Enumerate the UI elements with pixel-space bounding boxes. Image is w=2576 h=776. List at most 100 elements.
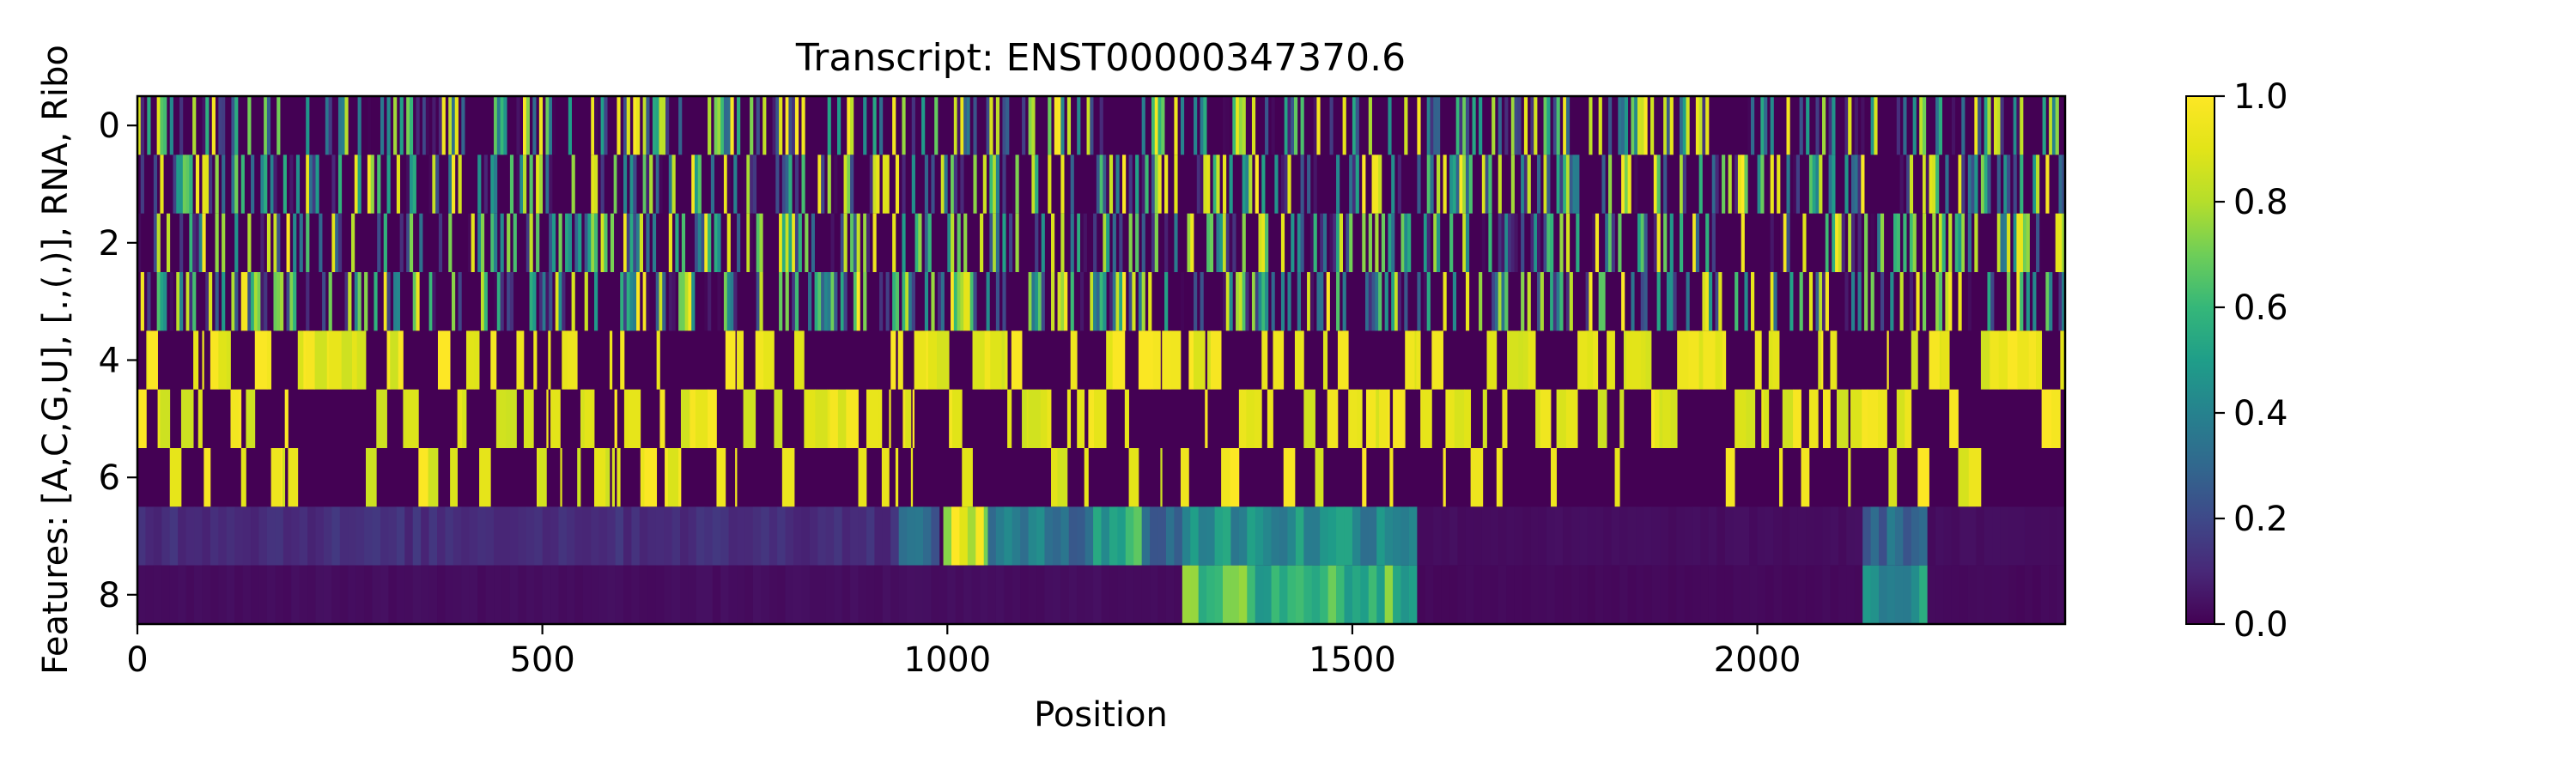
heatmap-cell [1703,330,1716,390]
heatmap-cell [1781,506,1790,566]
heatmap-cell [1238,389,1247,448]
heatmap-cell [501,565,511,624]
heatmap-cell [1313,213,1317,272]
heatmap-cell [591,506,600,566]
heatmap-cell [1880,213,1885,272]
heatmap-cell [1621,96,1625,155]
heatmap-cell [1643,272,1648,331]
heatmap-cell [1789,565,1799,624]
heatmap-cell [1225,96,1230,155]
heatmap-cell [781,448,795,507]
heatmap-cell [448,155,453,214]
heatmap-cell [574,213,579,272]
heatmap-cell [1893,213,1898,272]
heatmap-cell [215,272,219,331]
heatmap-cell [1141,155,1145,214]
heatmap-cell [1388,96,1392,155]
heatmap-cell [1669,96,1674,155]
heatmap-cell [664,565,672,624]
heatmap-cell [477,213,482,272]
heatmap-cell [461,506,471,566]
heatmap-cell [598,506,608,566]
heatmap-cell [1052,506,1061,566]
heatmap-cell [550,565,559,624]
heatmap-cell [1607,213,1613,272]
heatmap-cell [695,389,708,448]
heatmap-cell [137,213,142,272]
heatmap-cell [730,96,734,155]
heatmap-cell [348,506,357,566]
heatmap-cell [518,565,527,624]
heatmap-cell [995,272,1000,331]
heatmap-cell [805,213,809,272]
heatmap-cell [1611,213,1615,272]
heatmap-cell [987,565,997,624]
heatmap-cell [137,96,142,155]
heatmap-cell [1538,565,1547,624]
heatmap-cell [1825,213,1829,272]
heatmap-cell [1938,96,1943,155]
heatmap-cell [1835,213,1839,272]
heatmap-cell [1546,565,1556,624]
heatmap-cell [280,272,284,331]
heatmap-cell [1431,330,1443,390]
heatmap-cell [1138,272,1143,331]
heatmap-cell [453,565,462,624]
heatmap-cell [2057,506,2066,566]
heatmap-cell [2007,272,2011,331]
heatmap-cell [907,506,915,566]
heatmap-cell [441,96,446,155]
heatmap-cell [1005,330,1008,390]
heatmap-cell [1216,213,1220,272]
heatmap-cell [922,565,932,624]
heatmap-cell [610,213,615,272]
heatmap-cell [879,272,884,331]
heatmap-cell [137,506,146,566]
heatmap-cell [293,272,297,331]
heatmap-cell [2020,155,2024,214]
heatmap-cell [1209,213,1214,272]
heatmap-cell [1238,565,1248,624]
heatmap-cell [2041,389,2052,448]
heatmap-cell [1162,330,1172,390]
heatmap-cell [1757,506,1766,566]
heatmap-cell [1394,272,1399,331]
heatmap-cell [1232,213,1236,272]
heatmap-cell [1808,389,1819,448]
heatmap-cell [542,565,551,624]
heatmap-cell [801,155,805,214]
heatmap-cell [477,565,487,624]
colorbar-ticks: 0.00.20.40.60.81.0 [2215,77,2288,645]
y-tick-label: 2 [99,224,120,264]
heatmap-cell [664,506,672,566]
heatmap-cell [1327,565,1337,624]
heatmap-cell [1959,565,1969,624]
heatmap-cell [617,448,621,507]
heatmap-cell [1198,506,1207,566]
heatmap-cell [157,389,161,448]
heatmap-cell [1238,96,1243,155]
heatmap-cell [1958,213,1962,272]
heatmap-cell [1618,96,1622,155]
heatmap-cell [1449,506,1458,566]
heatmap-cell [680,389,690,448]
heatmap-cell [1135,213,1139,272]
heatmap-cell [1935,272,1940,331]
heatmap-cell [1242,213,1246,272]
heatmap-cell [756,96,760,155]
heatmap-cell [507,213,511,272]
heatmap-cell [872,155,877,214]
heatmap-cell [1650,96,1655,155]
heatmap-cell [720,565,729,624]
heatmap-cell [1565,389,1578,448]
heatmap-cell [1656,272,1661,331]
heatmap-cell [1536,272,1541,331]
heatmap-cell [1640,330,1646,390]
heatmap-cell [957,96,961,155]
heatmap-cell [558,565,568,624]
heatmap-cell [892,96,896,155]
heatmap-cell [1426,213,1431,272]
heatmap-cell [723,96,728,155]
heatmap-cell [240,272,245,331]
heatmap-cell [153,565,162,624]
